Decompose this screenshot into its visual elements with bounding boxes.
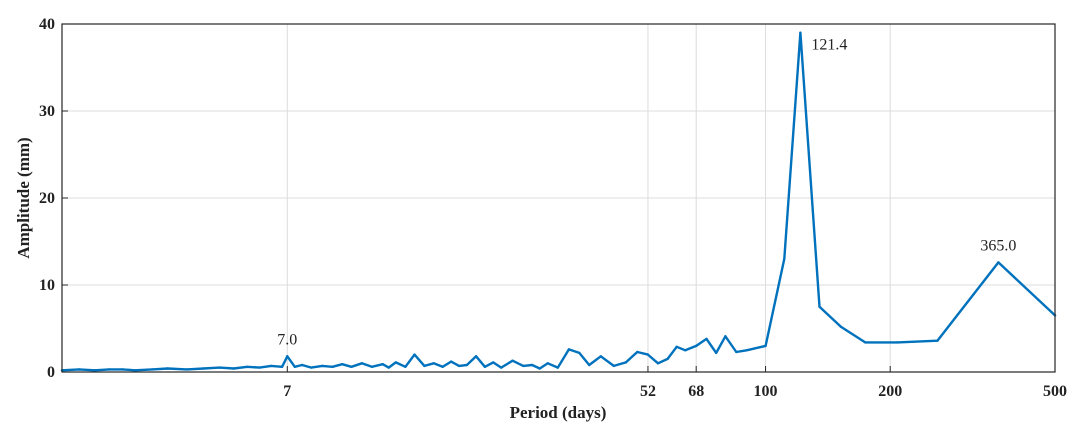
data-point xyxy=(799,31,802,34)
data-point xyxy=(530,363,534,367)
data-point xyxy=(246,365,249,368)
data-point xyxy=(280,365,284,368)
data-point xyxy=(232,367,235,370)
data-point xyxy=(474,355,478,358)
data-point xyxy=(202,367,205,370)
data-point xyxy=(783,257,786,261)
data-point xyxy=(578,351,581,355)
data-point xyxy=(656,362,660,365)
data-point xyxy=(612,364,615,368)
data-point xyxy=(695,344,698,348)
y-tick-label: 0 xyxy=(47,364,55,381)
y-axis-title: Amplitude (mm) xyxy=(14,137,33,258)
data-point xyxy=(764,344,767,348)
data-point xyxy=(936,339,939,342)
y-tick-label: 20 xyxy=(39,190,55,207)
data-point xyxy=(745,349,748,352)
data-point xyxy=(432,362,435,365)
x-tick-label: 52 xyxy=(640,383,656,400)
x-axis-title: Period (days) xyxy=(510,403,607,422)
data-point xyxy=(185,368,188,371)
data-point xyxy=(511,359,514,362)
data-point xyxy=(483,365,487,368)
x-tick-label: 500 xyxy=(1043,383,1067,400)
data-point xyxy=(705,337,708,341)
data-point xyxy=(500,366,503,369)
data-point xyxy=(77,368,81,371)
data-point xyxy=(258,366,261,369)
data-point xyxy=(684,349,687,352)
data-point xyxy=(636,350,639,354)
data-point xyxy=(567,348,571,351)
data-point xyxy=(624,361,628,364)
x-tick-label: 68 xyxy=(688,383,704,400)
data-point xyxy=(286,355,289,358)
data-point xyxy=(394,361,397,364)
data-point xyxy=(133,369,137,372)
data-point xyxy=(588,363,591,367)
data-point xyxy=(449,360,453,363)
data-point xyxy=(724,335,727,338)
data-point xyxy=(465,363,469,367)
data-point xyxy=(715,351,718,355)
data-point xyxy=(121,368,124,371)
data-point xyxy=(270,364,273,368)
data-point xyxy=(166,367,169,370)
data-point xyxy=(321,364,324,368)
grid-lines xyxy=(62,24,1055,372)
data-point xyxy=(864,341,867,344)
data-point xyxy=(522,364,525,368)
peak-annotation: 7.0 xyxy=(277,331,297,348)
data-point xyxy=(150,368,154,371)
annotations: 7.0 121.4 365.0 xyxy=(277,37,1016,349)
data-point xyxy=(93,369,97,372)
axis-ticks: 0 10 20 30 40 7 52 68 100 200 500 xyxy=(39,16,1067,400)
data-point xyxy=(404,365,407,368)
x-tick-label: 100 xyxy=(754,383,778,400)
data-point xyxy=(423,364,426,368)
x-tick-label: 200 xyxy=(878,383,902,400)
data-point xyxy=(441,365,444,368)
peak-annotation: 121.4 xyxy=(811,37,847,54)
data-point xyxy=(370,365,373,368)
data-point xyxy=(666,357,669,361)
data-point xyxy=(546,362,549,365)
y-tick-label: 30 xyxy=(39,103,55,120)
data-point xyxy=(735,350,738,354)
data-point xyxy=(457,364,461,368)
data-point xyxy=(293,365,296,368)
data-point xyxy=(341,363,344,366)
x-tick-label: 7 xyxy=(283,383,291,400)
data-point xyxy=(492,361,495,364)
data-point xyxy=(839,325,843,328)
data-point xyxy=(413,353,416,356)
data-point xyxy=(360,362,364,365)
y-tick-label: 10 xyxy=(39,277,55,294)
data-point xyxy=(997,261,1000,264)
data-point xyxy=(818,305,821,308)
data-point xyxy=(300,363,304,367)
data-point xyxy=(599,355,602,358)
data-point xyxy=(381,363,384,366)
y-tick-label: 40 xyxy=(39,16,55,33)
data-point xyxy=(108,368,111,371)
data-point xyxy=(896,341,899,344)
peak-annotation: 365.0 xyxy=(980,237,1016,254)
data-point xyxy=(646,353,650,356)
series-group xyxy=(60,31,1057,372)
data-point xyxy=(218,366,221,369)
data-point xyxy=(538,367,541,370)
data-point xyxy=(350,365,353,368)
data-point xyxy=(387,366,390,369)
data-point xyxy=(310,366,313,369)
plot-frame xyxy=(61,23,1056,373)
data-point xyxy=(331,365,334,368)
data-point xyxy=(556,366,559,369)
data-point xyxy=(675,345,678,348)
